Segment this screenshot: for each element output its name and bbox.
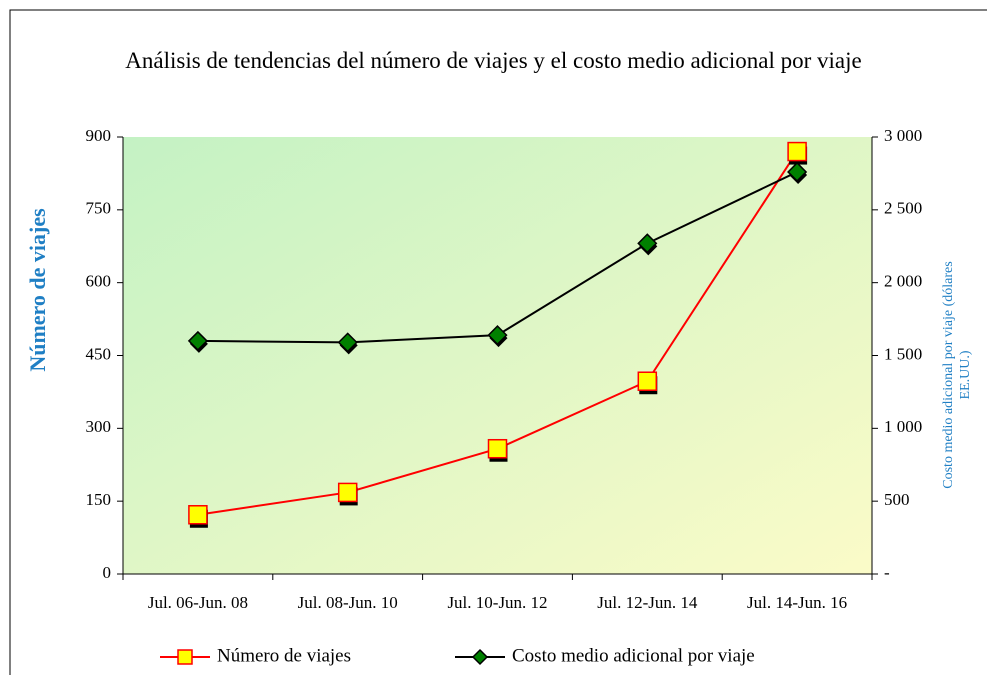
y2-label-box: Costo medio adicional por viaje (dólares… bbox=[941, 261, 973, 489]
chart-title: Análisis de tendencias del número de via… bbox=[125, 48, 862, 73]
marker bbox=[337, 482, 358, 503]
y2-tick-label: 2 500 bbox=[884, 199, 922, 218]
legend-label: Costo medio adicional por viaje bbox=[512, 645, 755, 666]
y-tick-label: 300 bbox=[86, 417, 112, 436]
marker bbox=[637, 233, 658, 254]
y-tick-label: 150 bbox=[86, 490, 112, 509]
marker bbox=[637, 371, 658, 391]
title-box: Análisis de tendencias del número de via… bbox=[125, 48, 862, 73]
y2-tick-label: 3 000 bbox=[884, 126, 922, 145]
y2-tick-label: 2 000 bbox=[884, 272, 922, 291]
legend-label: Número de viajes bbox=[217, 645, 351, 666]
y-axis-label: Número de viajes bbox=[25, 208, 50, 372]
marker bbox=[487, 438, 508, 459]
plot-area bbox=[123, 137, 872, 574]
y-tick-label: 600 bbox=[86, 272, 112, 291]
y2-tick-label: - bbox=[884, 563, 890, 582]
legend-marker bbox=[471, 648, 489, 666]
y-tick-label: 450 bbox=[86, 344, 112, 363]
x-tick-label: Jul. 06-Jun. 08 bbox=[148, 593, 248, 612]
y2-axis-label: Costo medio adicional por viaje (dólares… bbox=[941, 261, 973, 489]
x-tick-label: Jul. 10-Jun. 12 bbox=[447, 593, 547, 612]
legend-marker bbox=[177, 649, 193, 665]
marker bbox=[487, 325, 508, 346]
marker bbox=[787, 161, 808, 183]
y-tick-label: 0 bbox=[103, 563, 112, 582]
y-tick-label: 900 bbox=[86, 126, 112, 145]
y-tick-label: 750 bbox=[86, 199, 112, 218]
y2-tick-label: 1 000 bbox=[884, 417, 922, 436]
x-tick-label: Jul. 12-Jun. 14 bbox=[597, 593, 698, 612]
marker bbox=[787, 141, 807, 162]
marker bbox=[187, 330, 208, 351]
marker bbox=[337, 332, 358, 353]
x-tick-label: Jul. 14-Jun. 16 bbox=[747, 593, 847, 612]
y2-tick-label: 1 500 bbox=[884, 344, 922, 363]
marker bbox=[188, 505, 208, 525]
x-tick-label: Jul. 08-Jun. 10 bbox=[298, 593, 398, 612]
frame bbox=[9, 9, 987, 675]
y2-tick-label: 500 bbox=[884, 490, 910, 509]
